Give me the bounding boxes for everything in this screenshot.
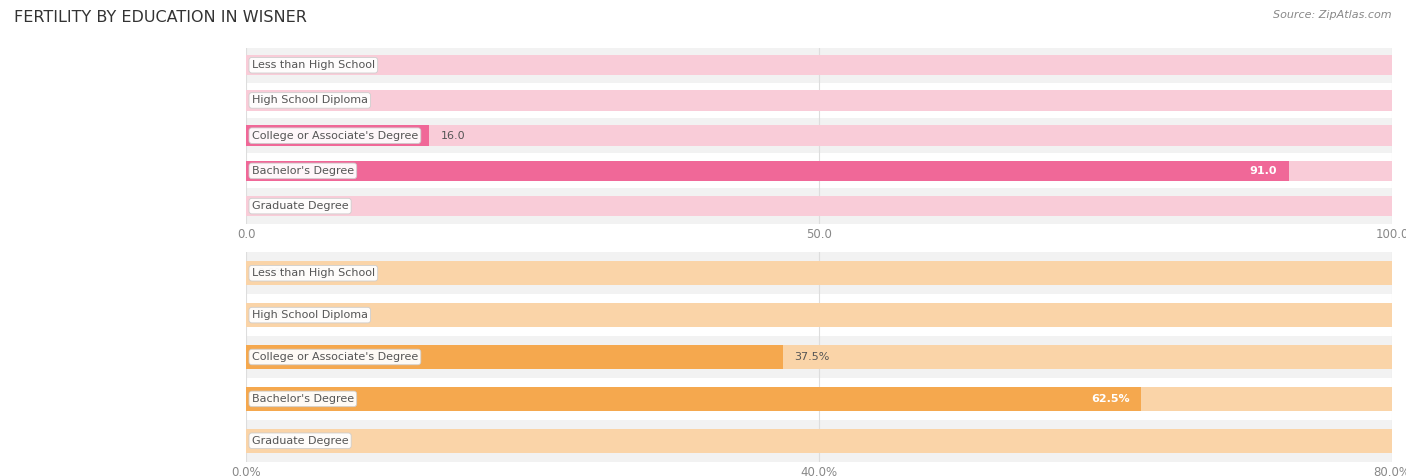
Bar (246, 294, 1392, 336)
Bar (246, 387, 1392, 411)
Bar (246, 196, 1392, 216)
Text: College or Associate's Degree: College or Associate's Degree (252, 352, 418, 362)
Text: High School Diploma: High School Diploma (252, 310, 368, 320)
Bar (246, 378, 1392, 420)
Text: 91.0: 91.0 (1250, 166, 1278, 176)
Text: 0.0: 0.0 (257, 60, 276, 70)
Text: College or Associate's Degree: College or Associate's Degree (252, 130, 418, 141)
Text: Graduate Degree: Graduate Degree (252, 436, 349, 446)
Bar (246, 303, 1392, 327)
Text: Less than High School: Less than High School (252, 60, 375, 70)
Bar (246, 48, 1392, 83)
Text: 0.0%: 0.0% (257, 436, 285, 446)
Bar (246, 428, 1392, 453)
Bar (246, 188, 1392, 224)
Bar (246, 387, 1142, 411)
Bar (246, 153, 1392, 188)
Bar (246, 118, 1392, 153)
Bar (246, 336, 1392, 378)
Bar (246, 126, 429, 146)
Bar (246, 161, 1392, 181)
Text: Bachelor's Degree: Bachelor's Degree (252, 394, 354, 404)
Text: 0.0: 0.0 (257, 95, 276, 106)
Text: 37.5%: 37.5% (794, 352, 830, 362)
Bar (246, 345, 1392, 369)
Text: High School Diploma: High School Diploma (252, 95, 368, 106)
Bar (246, 161, 1289, 181)
Text: 0.0%: 0.0% (257, 268, 285, 278)
Bar (246, 345, 783, 369)
Text: 0.0: 0.0 (257, 201, 276, 211)
Text: Graduate Degree: Graduate Degree (252, 201, 349, 211)
Bar (246, 126, 1392, 146)
Text: 16.0: 16.0 (441, 130, 465, 141)
Bar (246, 90, 1392, 110)
Bar (246, 252, 1392, 294)
Text: 0.0%: 0.0% (257, 310, 285, 320)
Bar (246, 55, 1392, 75)
Bar (246, 83, 1392, 118)
Text: Less than High School: Less than High School (252, 268, 375, 278)
Text: Bachelor's Degree: Bachelor's Degree (252, 166, 354, 176)
Text: 62.5%: 62.5% (1091, 394, 1130, 404)
Text: Source: ZipAtlas.com: Source: ZipAtlas.com (1274, 10, 1392, 20)
Bar (246, 420, 1392, 462)
Text: FERTILITY BY EDUCATION IN WISNER: FERTILITY BY EDUCATION IN WISNER (14, 10, 307, 25)
Bar (246, 261, 1392, 286)
